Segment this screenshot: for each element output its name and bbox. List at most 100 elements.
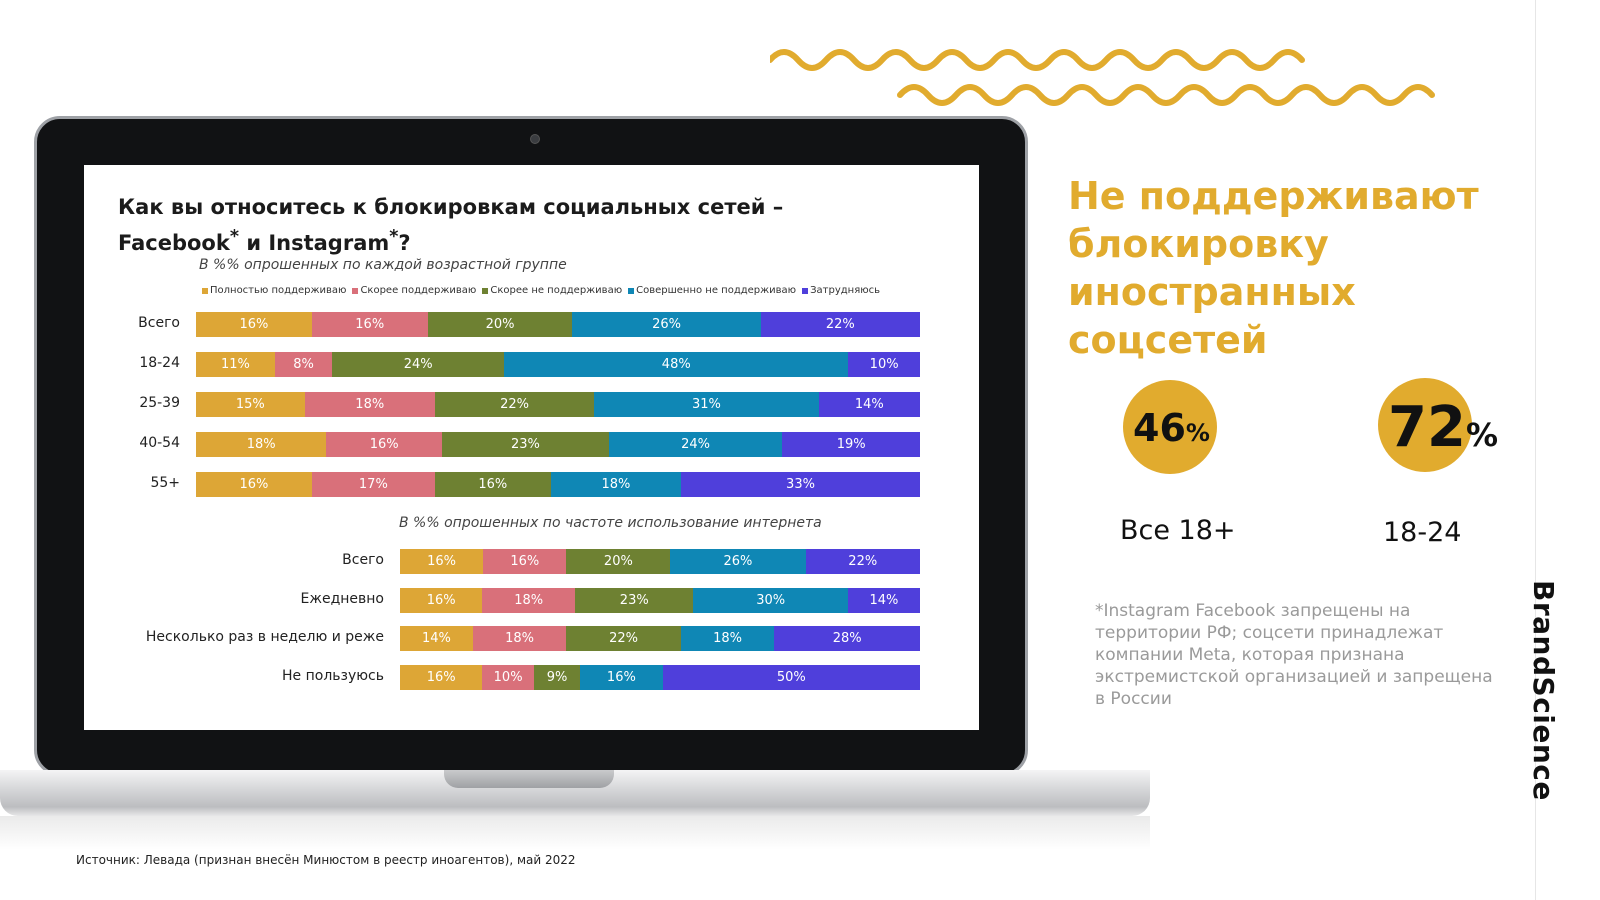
bar-segment: 8% — [274, 352, 333, 377]
stat-value-number: 46 — [1133, 406, 1186, 450]
bar-segment: 16% — [196, 312, 312, 337]
stat-label-all: Все 18+ — [1120, 515, 1236, 546]
stacked-bar: 11% 8% 24% 48% 10% — [196, 352, 920, 377]
bar-segment: 14% — [847, 587, 920, 613]
bar-segment: 18% — [304, 392, 435, 417]
side-divider — [1535, 0, 1536, 900]
bar-segment: 16% — [483, 549, 567, 574]
category-label: Несколько раз в неделю и реже — [145, 629, 384, 645]
stat-value-number: 72 — [1388, 395, 1466, 460]
stat-value-all: 46% — [1133, 406, 1210, 450]
bar-segment: 48% — [504, 352, 849, 377]
chart-title-instagram: и Instagram — [246, 231, 390, 255]
category-label: Не пользуюсь — [282, 667, 384, 684]
asterisk-mark: * — [389, 227, 399, 247]
bar-segment: 33% — [681, 472, 920, 497]
bar-segment: 22% — [566, 626, 681, 651]
legend-label: Затрудняюсь — [810, 285, 881, 296]
bar-segment: 10% — [848, 352, 920, 377]
legend-swatch — [802, 287, 809, 294]
chart-2-subtitle: В %% опрошенных по частоте использование… — [399, 515, 822, 531]
bar-segment: 16% — [434, 472, 551, 497]
bar-segment: 18% — [196, 432, 327, 457]
bar-segment: 18% — [472, 626, 567, 651]
chart-screen: Как вы относитесь к блокировкам социальн… — [84, 165, 979, 730]
chart-title: Как вы относитесь к блокировкам социальн… — [118, 192, 878, 258]
stacked-bar: 14% 18% 22% 18% 28% — [400, 626, 920, 651]
legend-item: Затрудняюсь — [802, 285, 880, 296]
category-label: 25-39 — [139, 395, 180, 411]
chart-title-facebook: Facebook — [118, 231, 230, 255]
stacked-bar: 16% 16% 20% 26% 22% — [196, 312, 920, 337]
bar-segment: 24% — [332, 352, 505, 377]
category-label: Всего — [342, 552, 384, 568]
brand-text: BrandScience — [1527, 580, 1560, 801]
category-label: 18-24 — [139, 355, 180, 371]
bar-segment: 18% — [482, 587, 576, 613]
bar-segment: 18% — [680, 626, 775, 651]
bar-segment: 18% — [550, 472, 682, 497]
bar-segment: 16% — [400, 549, 484, 574]
category-label: Всего — [138, 315, 180, 331]
legend-item: Совершенно не поддерживаю — [628, 285, 796, 296]
legend-swatch — [202, 287, 208, 294]
headline: Не поддерживают блокировку иностранных с… — [1068, 174, 1479, 362]
bar-segment: 14% — [400, 626, 473, 651]
bar-segment: 28% — [774, 626, 920, 651]
bar-segment: 17% — [311, 472, 435, 497]
bar-segment: 16% — [580, 664, 663, 690]
legend-label: Скорее поддерживаю — [360, 285, 477, 296]
bar-segment: 10% — [482, 664, 534, 690]
asterisk-mark: * — [229, 227, 239, 247]
decorative-waves — [767, 40, 1470, 120]
brand-logo: BrandScience — [1520, 580, 1560, 801]
bar-segment: 26% — [572, 312, 761, 337]
legend-label: Скорее не поддерживаю — [490, 285, 623, 296]
bar-segment: 50% — [662, 664, 920, 690]
bar-segment: 23% — [442, 432, 609, 457]
bar-segment: 30% — [693, 587, 848, 613]
bar-segment: 22% — [434, 392, 595, 417]
stat-value-unit: % — [1465, 416, 1498, 454]
legend-label: Совершенно не поддерживаю — [636, 285, 797, 296]
legend-label: Полностью поддерживаю — [210, 285, 347, 296]
bar-segment: 26% — [670, 549, 806, 574]
legend-swatch — [352, 287, 359, 294]
bar-segment: 15% — [196, 392, 305, 417]
legend-swatch — [628, 287, 635, 294]
stacked-bar: 16% 16% 20% 26% 22% — [400, 549, 920, 574]
stacked-bar: 18% 16% 23% 24% 19% — [196, 432, 920, 457]
legend-item: Полностью поддерживаю — [202, 285, 346, 296]
legend-item: Скорее поддерживаю — [352, 285, 476, 296]
stat-circle-young — [1378, 378, 1472, 472]
category-label: 55+ — [150, 475, 180, 491]
laptop-notch — [444, 770, 614, 788]
bar-segment: 23% — [575, 587, 694, 613]
bar-segment: 14% — [818, 392, 920, 417]
stacked-bar: 16% 10% 9% 16% 50% — [400, 664, 920, 690]
stat-value-unit: % — [1185, 419, 1210, 447]
bar-segment: 20% — [427, 312, 573, 337]
source-note: Источник: Левада (признан внесён Минюсто… — [76, 853, 576, 867]
chart-legend: Полностью поддерживаю Скорее поддерживаю С… — [202, 285, 982, 296]
bar-segment: 9% — [533, 664, 581, 690]
stacked-bar: 16% 18% 23% 30% 14% — [400, 587, 920, 613]
chart-1-subtitle: В %% опрошенных по каждой возрастной гру… — [199, 257, 567, 273]
bar-segment: 16% — [196, 472, 312, 497]
bar-segment: 16% — [400, 664, 483, 690]
bar-segment: 24% — [608, 432, 783, 457]
stat-label-young: 18-24 — [1383, 517, 1462, 548]
bar-segment: 11% — [196, 352, 275, 377]
legend-item: Скорее не поддерживаю — [482, 285, 622, 296]
category-label: Ежедневно — [300, 590, 385, 607]
bar-segment: 16% — [400, 587, 483, 613]
stat-circle-all — [1123, 380, 1217, 474]
bar-segment: 31% — [594, 392, 819, 417]
chart-title-question: ? — [398, 231, 411, 255]
bar-segment: 16% — [326, 432, 443, 457]
bar-segment: 20% — [566, 549, 671, 574]
stacked-bar: 16% 17% 16% 18% 33% — [196, 472, 920, 497]
footnote: *Instagram Facebook запрещены на террито… — [1095, 601, 1493, 709]
stat-value-young: 72% — [1388, 395, 1498, 460]
bar-segment: 19% — [782, 432, 920, 457]
